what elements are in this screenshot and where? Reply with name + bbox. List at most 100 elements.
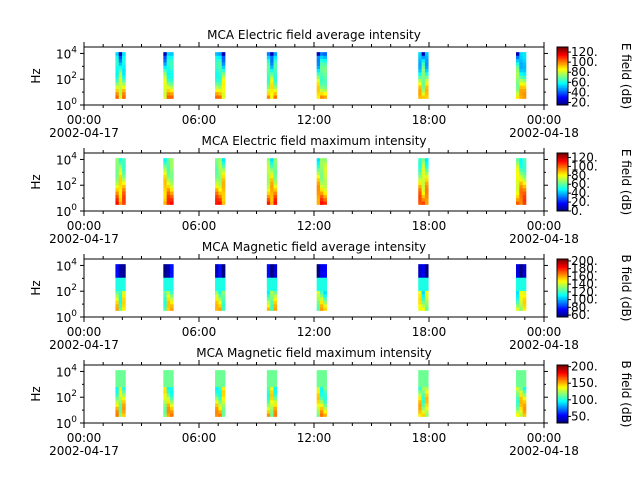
spectrogram-cell	[266, 270, 271, 275]
spectrogram-cell	[221, 280, 226, 285]
spectrogram-cell	[270, 307, 274, 311]
spectrogram-cell	[166, 390, 171, 394]
colorbar-swatch	[557, 270, 568, 273]
spectrogram-cell	[170, 164, 174, 169]
spectrogram-cell	[122, 307, 126, 311]
colorbar-tick-label: 150.	[571, 376, 598, 390]
spectrogram-cell	[421, 297, 426, 301]
y-tick-base: 10	[56, 365, 71, 379]
spectrogram-cell	[316, 55, 321, 60]
colorbar-swatch	[557, 171, 568, 174]
spectrogram-cell	[221, 187, 226, 192]
spectrogram-cell	[424, 280, 429, 285]
spectrogram-cell	[316, 287, 321, 291]
colorbar-swatch	[557, 168, 568, 171]
spectrogram-cell	[522, 161, 527, 166]
colorbar-swatch	[557, 103, 568, 106]
y-tick-label: 100	[56, 309, 77, 325]
pass-4	[266, 158, 278, 205]
x-tick-date: 2002-04-18	[509, 444, 579, 458]
spectrogram-cell	[522, 373, 527, 378]
spectrogram-cell	[320, 393, 324, 397]
spectrogram-cell	[218, 161, 223, 166]
spectrogram-cell	[266, 297, 271, 301]
spectrogram-cell	[166, 284, 171, 288]
spectrogram-cell	[316, 413, 321, 417]
colorbar-swatch	[557, 57, 568, 59]
spectrogram-cell	[273, 58, 278, 63]
spectrogram-cell	[424, 197, 429, 202]
spectrogram-cell	[215, 267, 219, 272]
spectrogram-cell	[215, 191, 219, 195]
plot-frame	[83, 46, 545, 106]
spectrogram-cell	[424, 174, 429, 179]
spectrogram-cell	[273, 297, 278, 301]
spectrogram-cell	[522, 191, 527, 195]
colorbar-swatch	[557, 379, 568, 382]
spectrogram-cell	[516, 399, 520, 404]
spectrogram-cell	[424, 297, 429, 301]
colorbar-swatch	[557, 388, 568, 391]
colorbar-swatch	[557, 380, 568, 383]
spectrogram-cell	[166, 78, 171, 83]
spectrogram-cell	[163, 168, 167, 172]
spectrogram-cell	[215, 72, 219, 76]
spectrogram-cell	[122, 174, 126, 179]
spectrogram-cell	[273, 277, 278, 282]
spectrogram-cell	[522, 68, 527, 73]
colorbar-swatch	[557, 259, 568, 261]
colorbar-tick-label: 100.	[571, 293, 598, 307]
colorbar-swatch	[557, 177, 568, 180]
spectrogram-cell	[516, 297, 520, 301]
spectrogram-cell	[266, 287, 271, 291]
spectrogram-cell	[273, 68, 278, 73]
spectrogram-cell	[316, 68, 321, 73]
colorbar-swatch	[557, 290, 568, 293]
spectrogram-cell	[323, 393, 327, 397]
spectrogram-cell	[273, 164, 278, 169]
spectrogram-cell	[118, 181, 123, 185]
colorbar-swatch	[557, 279, 568, 282]
spectrogram-cell	[266, 78, 271, 83]
spectrogram-cell	[273, 370, 278, 374]
spectrogram-cell	[266, 88, 271, 93]
spectrogram-cell	[418, 181, 422, 185]
pass-1	[115, 52, 126, 99]
spectrogram-cell	[522, 267, 527, 272]
spectrogram-cell	[218, 58, 223, 63]
colorbar-tick-label: 160.	[571, 269, 598, 283]
spectrogram-cell	[418, 373, 422, 378]
spectrogram-cell	[270, 197, 274, 202]
spectrogram-cell	[270, 390, 274, 394]
spectrogram-cell	[323, 303, 327, 308]
spectrogram-cell	[163, 75, 167, 79]
spectrogram-cell	[323, 88, 327, 93]
x-tick-label: 00:00	[527, 325, 562, 339]
spectrogram-cell	[424, 181, 429, 185]
spectrogram-cell	[273, 91, 278, 96]
spectrogram-cell	[273, 78, 278, 83]
spectrogram-cell	[118, 164, 123, 169]
spectrogram-cell	[218, 399, 223, 404]
spectrogram-cell	[118, 88, 123, 93]
spectrogram-cell	[221, 85, 226, 89]
chart-panel-3: MCA Magnetic field average intensity1001…	[29, 240, 633, 352]
spectrogram-cell	[163, 267, 167, 272]
colorbar-swatch	[557, 158, 568, 161]
spectrogram-cell	[519, 399, 523, 404]
spectrogram-cell	[266, 184, 271, 189]
spectrogram-cell	[418, 164, 422, 169]
spectrogram-cell	[418, 274, 422, 278]
spectrogram-cell	[320, 386, 324, 391]
spectrogram-cell	[273, 390, 278, 394]
spectrogram-cell	[418, 75, 422, 79]
y-axis-label: Hz	[29, 280, 43, 295]
spectrogram-cell	[163, 95, 167, 99]
spectrogram-cell	[316, 158, 321, 162]
y-tick-label: 100	[56, 97, 77, 113]
spectrogram-cell	[218, 409, 223, 414]
spectrogram-cell	[516, 370, 520, 374]
spectrogram-cell	[221, 376, 226, 381]
spectrogram-cell	[115, 380, 120, 384]
spectrogram-cell	[418, 287, 422, 291]
